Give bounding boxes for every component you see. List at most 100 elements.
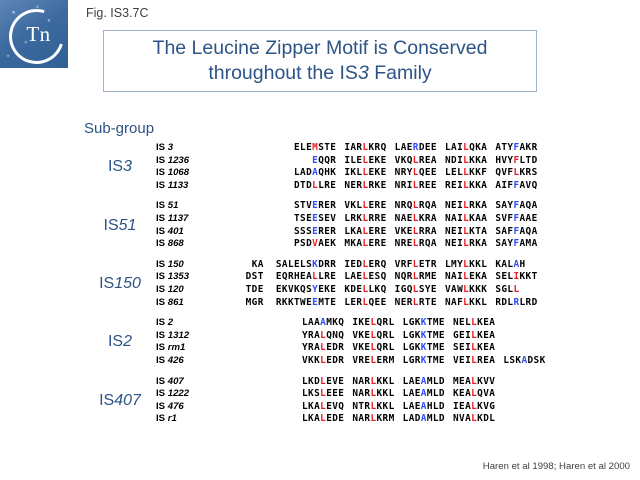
sequence-group: IS51 IS 51 STVERER VKLLERE NRQLRQA NEILRKA SAY… <box>84 200 640 250</box>
sequence-name: IS 1236 <box>156 154 190 166</box>
sequence-blocks: TSEESEV LRKLRRE NAELKRA NAILKAA SVFFAAE <box>294 213 546 226</box>
sequence-block: LAEAHLD <box>402 400 445 412</box>
sequence-block: LADAMLD <box>402 413 445 425</box>
sequence-name: IS 476 <box>156 400 184 412</box>
sequence-block: KQSYEKE <box>294 283 337 295</box>
sequence-block: NRQLRQA <box>394 200 437 212</box>
title-line-1: The Leucine Zipper Motif is Conserved <box>152 37 488 60</box>
sequence-block: NRELRQA <box>394 238 437 250</box>
sequence-block: NERLRTE <box>394 296 437 308</box>
sequence-group: IS150 IS 150 KA SAL ELSKDRR IEDLERQ VRFLETR LM… <box>84 259 640 309</box>
group-label: IS150 <box>99 274 141 292</box>
sequence-row: IS 1312 YRALQNQ VKELQRL LGKKTME GEILKEA <box>156 330 640 343</box>
sequence-blocks: LKALEVQ NTRLKKL LAEAHLD IEALKVG <box>294 401 503 414</box>
sequence-name: IS rm1 <box>156 342 186 354</box>
sequence-row: IS 1133 DTDLLRE NERLRKE NRILREE REILKKA AIFFA… <box>156 180 640 193</box>
sequence-block: DTDLLRE <box>294 179 337 191</box>
sequence-block: LKALEDE <box>302 413 345 425</box>
sequence-row: IS rm1 YRALEDR VKELQRL LGKKTME SEILKEA <box>156 342 640 355</box>
sequence-block: NARLKRM <box>352 413 395 425</box>
sequence-name: IS 407 <box>156 375 184 387</box>
group-rows: IS 51 STVERER VKLLERE NRQLRQA NEILRKA SAYFAQA… <box>156 200 640 250</box>
sequence-block: IKLLEKE <box>344 167 387 179</box>
group-label: IS2 <box>107 333 133 351</box>
sequence-block: IEDLERQ <box>344 258 387 270</box>
sequence-block: LGKKTME <box>402 342 445 354</box>
sequence-block: SELIKKT <box>495 271 538 283</box>
sequence-block: GEILKEA <box>452 329 496 341</box>
sequence-block: NDILKKA <box>444 154 488 166</box>
sequence-row: IS 476 LKALEVQ NTRLKKL LAEAHLD IEALKVG <box>156 401 640 414</box>
sequence-block: LKALERE <box>344 225 387 237</box>
sequence-block: VEILREA <box>452 354 496 366</box>
sequence-block: NTRLKKL <box>352 400 395 412</box>
group-rows: IS 407 LKDLEVE NARLKKL LAEAMLD MEALKVV IS 122… <box>156 376 640 426</box>
sequence-block: LELLKKF <box>444 167 488 179</box>
sequence-name: IS 3 <box>156 142 174 153</box>
sequence-block: LAELESQ <box>344 271 387 283</box>
sequence-block: LGKKTME <box>402 329 445 341</box>
sequence-block: NAFLKKL <box>444 296 488 308</box>
sequence-row: IS 426 VKKLEDR VRELERM LGRKTME VEILREA LSKADS… <box>156 355 640 368</box>
sequence-row: IS 120 TDE EKV KQSYEKE KDELLKQ IGQLSYE VAWLKK… <box>156 284 640 297</box>
sequence-block: LAERDEE <box>394 142 437 153</box>
sequence-row: IS 407 LKDLEVE NARLKKL LAEAMLD MEALKVV <box>156 376 640 389</box>
sequence-block: SAFFAQA <box>495 225 538 237</box>
page-title: The Leucine Zipper Motif is Conserved th… <box>153 36 488 86</box>
sequence-block: SAYFAQA <box>495 200 538 212</box>
sequence-blocks: ELSKDRR IEDLERQ VRFLETR LMYLKKL KALAH <box>294 259 534 272</box>
group-label: IS51 <box>103 216 137 234</box>
sequence-prefix: TDE EKV <box>245 283 294 295</box>
sequence-row: IS 1068 LADAQHK IKLLEKE NRYLQEE LELLKKF QVFLK… <box>156 167 640 180</box>
sequence-block: KALAH <box>495 258 526 270</box>
sequence-row: IS 861 MGR RKK TWEEMTE LERLQEE NERLRTE NAFLKK… <box>156 297 640 310</box>
sequence-blocks: LKALEDE NARLKRM LADAMLD NVALKDL <box>294 413 503 426</box>
sequence-block: PSDVAEK <box>294 238 337 250</box>
sequence-block: VRELERM <box>352 354 395 366</box>
sequence-name: IS 401 <box>156 225 184 237</box>
sequence-block: LERLQEE <box>344 296 387 308</box>
group-label: IS3 <box>107 158 133 176</box>
sequence-block: RDLRLRD <box>495 296 538 308</box>
sequence-block: NAILKAA <box>444 212 488 224</box>
sequence-blocks: PSDVAEK MKALERE NRELRQA NEILRKA SAYFAMA <box>294 238 546 251</box>
title-box: The Leucine Zipper Motif is Conserved th… <box>103 30 537 92</box>
sequence-row: IS 150 KA SAL ELSKDRR IEDLERQ VRFLETR LMYLKKL… <box>156 259 640 272</box>
group-rows: IS 3 ELEMSTE IARLKRQ LAERDEE LAILQKA ATYFAKR I… <box>156 142 640 192</box>
sequence-name: IS r1 <box>156 413 177 425</box>
sequence-blocks: YRALQNQ VKELQRL LGKKTME GEILKEA <box>294 330 511 343</box>
sequence-block: NELLKEA <box>452 317 496 329</box>
sequence-blocks: EQQR ILELEKE VKQLREA NDILKKA HVYFLTD <box>294 155 546 168</box>
sequence-row: IS 2 LAAAMKQ IKELQRL LGKKTME NELLKEA <box>156 317 640 330</box>
alignment-table: IS3 IS 3 ELEMSTE IARLKRQ LAERDEE LAILQKA ATYFA… <box>84 142 640 434</box>
sequence-blocks: SSSERER LKALERE VKELRRA NEILKTA SAFFAQA <box>294 226 546 239</box>
sequence-group: IS2 IS 2 LAAAMKQ IKELQRL LGKKTME NELLKEA IS 13… <box>84 317 640 367</box>
sequence-group: IS407 IS 407 LKDLEVE NARLKKL LAEAMLD MEALKVV I… <box>84 376 640 426</box>
sequence-row: IS 401 SSSERER LKALERE VKELRRA NEILKTA SAFFAQ… <box>156 226 640 239</box>
sequence-block: IKELQRL <box>352 317 395 329</box>
sequence-blocks: LADAQHK IKLLEKE NRYLQEE LELLKKF QVFLKRS <box>294 167 546 180</box>
sequence-name: IS 120 <box>156 283 184 295</box>
sequence-block: KEALQVA <box>452 388 496 400</box>
sequence-row: IS r1 LKALEDE NARLKRM LADAMLD NVALKDL <box>156 413 640 426</box>
sequence-block: REILKKA <box>444 179 488 191</box>
sequence-row: IS 868 PSDVAEK MKALERE NRELRQA NEILRKA SAYFAM… <box>156 238 640 251</box>
sequence-block: SEILKEA <box>452 342 496 354</box>
sequence-block: SAYFAMA <box>495 238 538 250</box>
sequence-blocks: LAAAMKQ IKELQRL LGKKTME NELLKEA <box>294 317 511 330</box>
sequence-block: VKELQRL <box>352 342 395 354</box>
sequence-block: YRALQNQ <box>302 329 345 341</box>
figure-label: Fig. IS3.7C <box>86 6 149 20</box>
title-line-2-post: Family <box>368 62 432 84</box>
sequence-name: IS 1137 <box>156 212 189 224</box>
sequence-block: LGKKTME <box>402 317 445 329</box>
sequence-name: IS 1222 <box>156 388 190 400</box>
sequence-block: IEALKVG <box>452 400 496 412</box>
sequence-blocks: ELEMSTE IARLKRQ LAERDEE LAILQKA ATYFAKR <box>294 142 546 155</box>
sequence-name: IS 1312 <box>156 329 190 341</box>
sequence-blocks: LKSLEEE NARLKKL LAEAMLD KEALQVA <box>294 388 503 401</box>
sequence-block: HEALLRE <box>294 271 337 283</box>
sequence-block: HVYFLTD <box>495 154 538 166</box>
sequence-block: NEILRKA <box>444 200 488 212</box>
sequence-block: LKSLEEE <box>302 388 345 400</box>
